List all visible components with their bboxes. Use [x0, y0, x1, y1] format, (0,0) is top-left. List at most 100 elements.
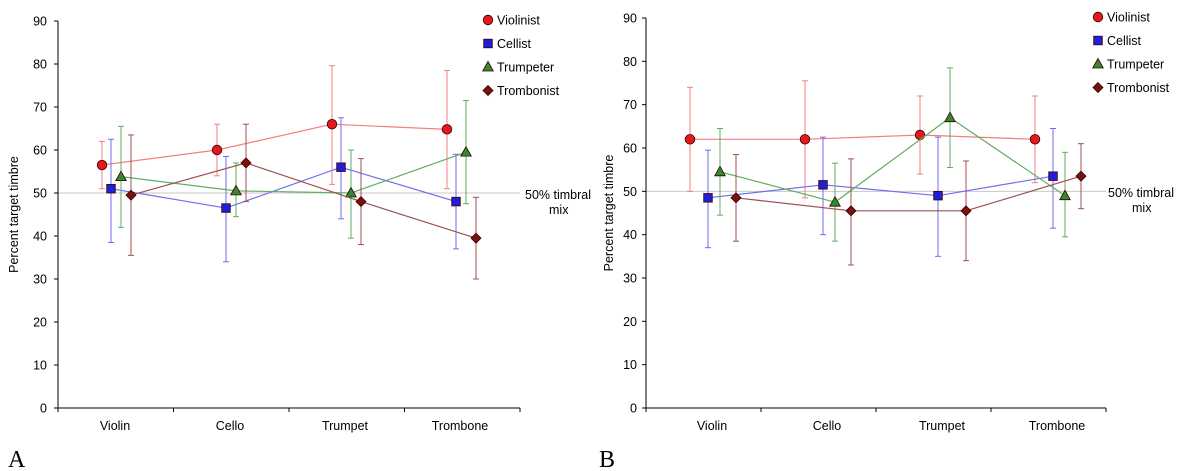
reference-line-label-2: mix: [549, 203, 569, 217]
series-line: [130, 162, 477, 239]
legend-marker-circle: [482, 14, 494, 26]
legend-item-cellist: Cellist: [483, 37, 532, 51]
series-trumpeter: [714, 67, 1071, 242]
data-point-diamond: [125, 189, 137, 201]
series-cellist: [703, 128, 1058, 257]
series-line: [735, 175, 1082, 212]
series-violinist: [96, 65, 453, 190]
data-point-diamond: [470, 232, 482, 244]
data-point-triangle: [460, 145, 472, 157]
legend-label: Trumpeter: [1107, 58, 1164, 72]
series-line: [101, 123, 448, 166]
data-point-triangle: [115, 170, 127, 182]
legend-label: Trumpeter: [497, 61, 554, 75]
data-point-square: [221, 203, 231, 213]
y-tick-label: 60: [623, 142, 637, 156]
y-tick-label: 80: [623, 55, 637, 69]
data-point-square: [106, 183, 116, 194]
x-tick-label: Trumpet: [322, 419, 369, 433]
legend-item-trombonist: Trombonist: [482, 84, 560, 98]
data-point-triangle: [714, 165, 726, 177]
data-point-triangle: [345, 186, 357, 198]
x-tick-label: Trombone: [1029, 419, 1086, 433]
data-point-diamond: [1075, 170, 1087, 182]
y-tick-label: 0: [40, 402, 47, 416]
legend-item-violinist: Violinist: [482, 14, 540, 28]
series-line: [120, 151, 467, 194]
y-tick-label: 30: [623, 272, 637, 286]
panel-label: A: [8, 447, 26, 471]
y-tick-label: 30: [33, 273, 47, 287]
data-point-diamond: [355, 196, 367, 208]
data-point-square: [1048, 171, 1058, 181]
x-tick-label: Violin: [100, 419, 130, 433]
y-tick-label: 20: [623, 315, 637, 329]
legend-marker-circle: [1092, 11, 1104, 23]
series-line: [690, 134, 1036, 140]
data-point-triangle: [829, 195, 841, 207]
data-point-circle: [96, 159, 108, 171]
series-line: [719, 116, 1066, 203]
data-point-diamond: [240, 157, 252, 169]
data-point-square: [451, 196, 461, 207]
legend-item-trumpeter: Trumpeter: [1092, 57, 1164, 72]
y-tick-label: 80: [33, 58, 47, 72]
x-tick-label: Cello: [216, 419, 245, 433]
legend-item-trombonist: Trombonist: [1092, 81, 1170, 95]
data-point-circle: [326, 118, 338, 130]
legend-marker-square: [1093, 35, 1103, 46]
reference-line-label: 50% timbral: [1108, 186, 1174, 200]
legend-marker-diamond: [482, 84, 494, 97]
y-tick-label: 0: [630, 402, 637, 416]
data-point-square: [933, 190, 943, 201]
data-point-circle: [914, 129, 926, 141]
legend-label: Trombonist: [497, 84, 560, 98]
y-tick-label: 60: [33, 144, 47, 158]
x-tick-label: Violin: [697, 419, 727, 433]
data-point-triangle: [944, 111, 956, 123]
y-tick-label: 70: [623, 98, 637, 112]
data-point-circle: [211, 144, 223, 156]
legend-marker-diamond: [1092, 81, 1104, 94]
y-tick-label: 10: [33, 359, 47, 373]
reference-line-label: 50% timbral: [525, 188, 591, 202]
series-trombonist: [125, 123, 482, 280]
legend-label: Violinist: [497, 14, 540, 28]
legend-marker-square: [483, 38, 493, 49]
data-point-diamond: [730, 192, 742, 204]
legend-item-violinist: Violinist: [1092, 11, 1150, 25]
series-cellist: [106, 117, 461, 263]
legend-label: Violinist: [1107, 11, 1150, 25]
series-trumpeter: [115, 100, 472, 239]
data-point-triangle: [1059, 189, 1071, 201]
legend-marker-triangle: [482, 60, 494, 72]
y-tick-label: 70: [33, 101, 47, 115]
data-point-square: [818, 180, 828, 190]
y-tick-label: 40: [33, 230, 47, 244]
series-line: [110, 166, 457, 209]
x-tick-label: Cello: [813, 419, 842, 433]
y-axis-title: Percent target timbre: [7, 156, 21, 273]
legend-item-cellist: Cellist: [1093, 34, 1142, 48]
x-tick-label: Trombone: [432, 419, 489, 433]
reference-line-label-2: mix: [1132, 201, 1152, 215]
y-tick-label: 90: [33, 15, 47, 29]
x-tick-label: Trumpet: [919, 419, 966, 433]
legend-marker-triangle: [1092, 57, 1104, 69]
y-tick-label: 40: [623, 228, 637, 242]
data-point-circle: [684, 134, 696, 145]
panel-label: B: [599, 447, 615, 471]
data-point-circle: [1029, 134, 1041, 145]
data-point-square: [703, 193, 713, 203]
data-point-diamond: [960, 205, 972, 217]
legend-item-trumpeter: Trumpeter: [482, 60, 554, 75]
y-axis-title: Percent target timbre: [602, 155, 616, 272]
legend: Violinist Cellist Trumpeter Trombonist: [1092, 11, 1170, 95]
legend: Violinist Cellist Trumpeter Trombonist: [482, 14, 560, 98]
data-point-circle: [441, 124, 453, 135]
data-point-circle: [799, 134, 811, 145]
legend-label: Cellist: [1107, 34, 1142, 48]
data-point-square: [336, 162, 346, 172]
y-tick-label: 10: [623, 358, 637, 372]
